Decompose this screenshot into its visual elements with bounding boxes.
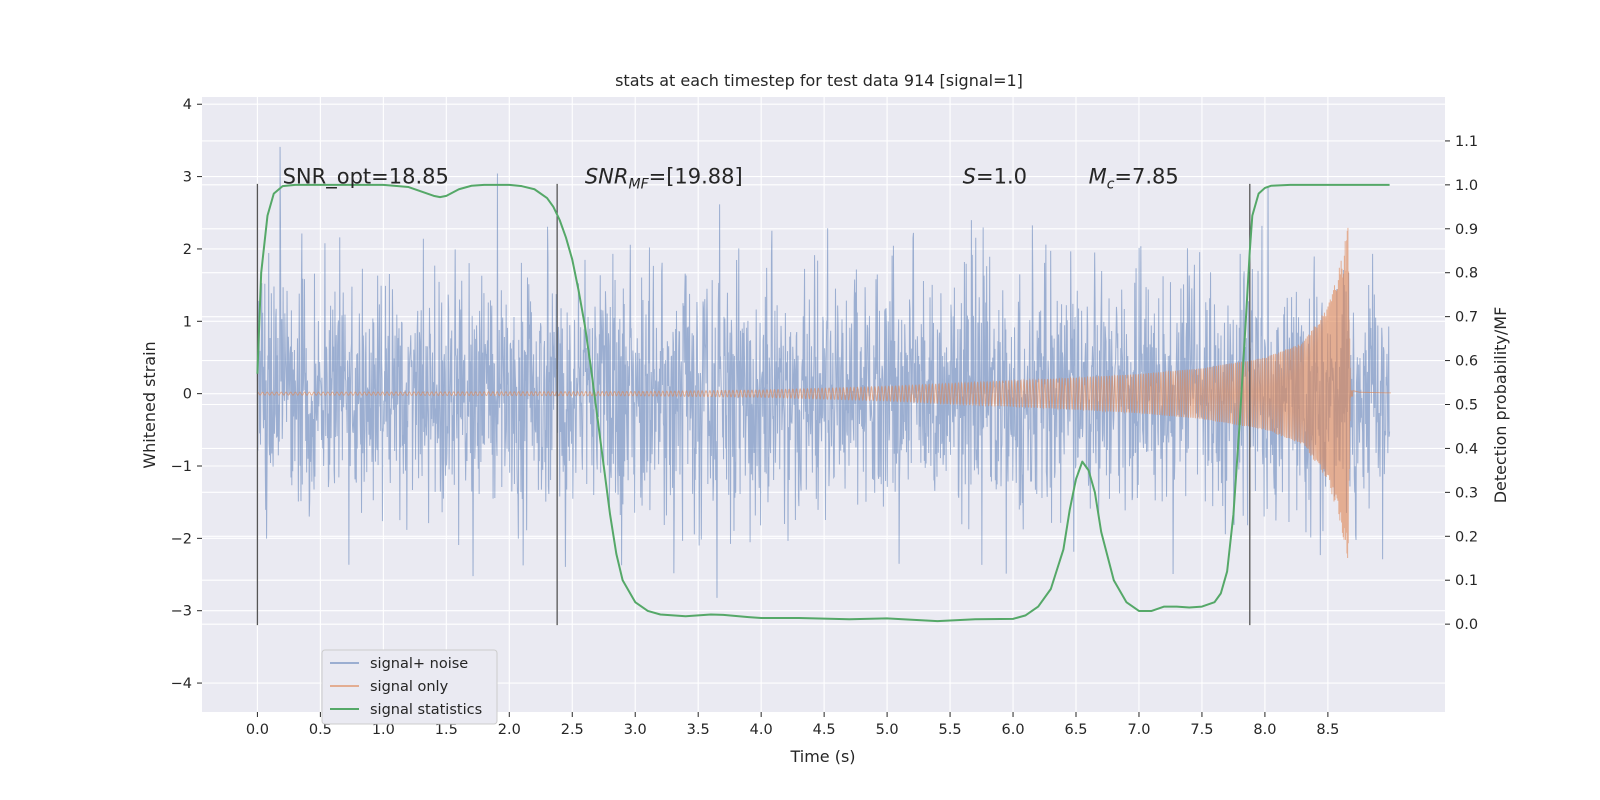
x-tick-label-14: 7.0 [1127, 722, 1150, 738]
legend: signal+ noise signal only signal statist… [321, 649, 498, 725]
y-tick-label-3: −1 [171, 459, 192, 475]
annotation-0: SNR_opt=18.85 [283, 165, 449, 190]
y2-tick-label-11: 1.1 [1455, 134, 1478, 150]
y2-tick-label-9: 0.9 [1455, 222, 1478, 238]
x-axis-label: Time (s) [789, 747, 855, 766]
y2-tick-label-10: 1.0 [1455, 178, 1478, 194]
x-tick-label-3: 1.5 [435, 722, 458, 738]
annotation-1: SNRMF=[19.88] [585, 165, 743, 193]
legend-label-stats: signal statistics [370, 702, 482, 718]
x-tick-label-5: 2.5 [561, 722, 584, 738]
y2-tick-label-2: 0.2 [1455, 529, 1478, 545]
y2-tick-label-5: 0.5 [1455, 398, 1478, 414]
y2-tick-label-0: 0.0 [1455, 617, 1478, 633]
y-tick-label-6: 2 [183, 242, 192, 258]
annotations: SNR_opt=18.85 SNRMF=[19.88] S=1.0 Mc=7.85 [283, 165, 1179, 193]
series-signal-statistics [256, 183, 1390, 623]
annotation-2: S=1.0 [963, 165, 1027, 189]
legend-label-noise: signal+ noise [370, 656, 468, 672]
x-tick-label-0: 0.0 [246, 722, 269, 738]
y2-tick-label-1: 0.1 [1455, 573, 1478, 589]
y-tick-label-0: −4 [171, 676, 192, 692]
y2-tick-label-7: 0.7 [1455, 310, 1478, 326]
x-tick-label-8: 4.0 [750, 722, 773, 738]
x-tick-label-17: 8.5 [1316, 722, 1339, 738]
y2-tick-label-3: 0.3 [1455, 485, 1478, 501]
x-tick-label-10: 5.0 [876, 722, 899, 738]
x-tick-label-16: 8.0 [1253, 722, 1276, 738]
x-tick-label-12: 6.0 [1002, 722, 1025, 738]
y2-tick-label-4: 0.4 [1455, 441, 1478, 457]
y2-tick-label-8: 0.8 [1455, 266, 1478, 282]
x-tick-label-4: 2.0 [498, 722, 521, 738]
x-tick-label-2: 1.0 [372, 722, 395, 738]
y-tick-label-8: 4 [183, 97, 192, 113]
y-tick-label-1: −3 [171, 604, 192, 620]
y-tick-label-7: 3 [183, 170, 192, 186]
y-axis-label: Whitened strain [140, 341, 159, 468]
y-tick-label-5: 1 [183, 314, 192, 330]
legend-box [321, 649, 498, 725]
x-tick-label-1: 0.5 [309, 722, 332, 738]
annotation-3: Mc=7.85 [1089, 165, 1179, 193]
chart-title: stats at each timestep for test data 914… [615, 71, 1023, 90]
x-tick-label-6: 3.0 [624, 722, 647, 738]
ticks: 0.0 0.5 1.0 1.5 2.0 2.5 3.0 3.5 4.0 4.5 5.0 5.5 6.0 6… [171, 97, 1478, 738]
x-tick-label-13: 6.5 [1064, 722, 1087, 738]
y2-tick-label-6: 0.6 [1455, 354, 1478, 370]
x-tick-label-11: 5.5 [939, 722, 962, 738]
legend-label-signal: signal only [370, 679, 449, 695]
x-tick-label-9: 4.5 [813, 722, 836, 738]
y-tick-label-2: −2 [171, 531, 192, 547]
y-tick-label-4: 0 [183, 387, 192, 403]
x-tick-label-15: 7.5 [1190, 722, 1213, 738]
series-layer [256, 146, 1391, 626]
y2-axis-label: Detection probability/MF [1491, 307, 1510, 504]
series-signal-only [257, 227, 1391, 559]
x-tick-label-7: 3.5 [687, 722, 710, 738]
